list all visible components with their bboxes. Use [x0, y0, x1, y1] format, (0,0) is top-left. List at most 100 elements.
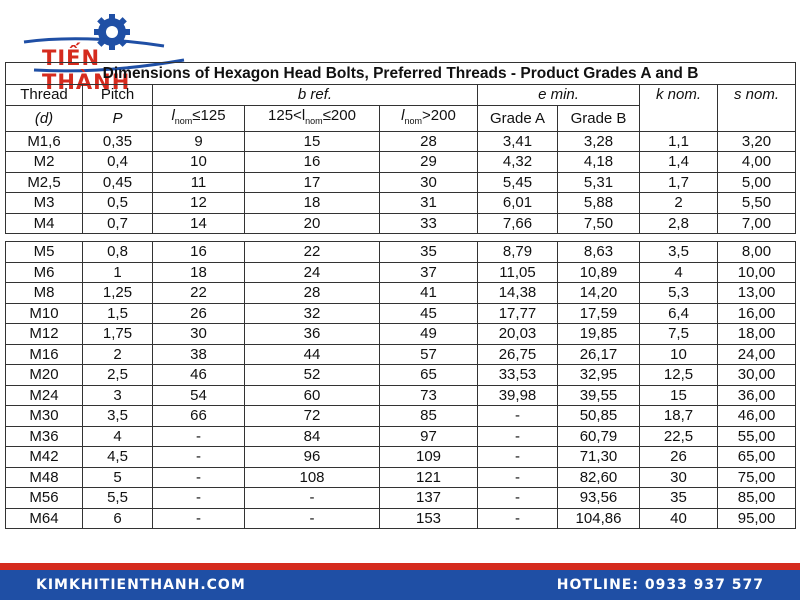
website-link[interactable]: KIMKHITIENTHANH.COM: [36, 577, 246, 593]
bolt-dimension-table: Dimensions of Hexagon Head Bolts, Prefer…: [4, 62, 797, 529]
table-row: M48 5-108 121-82,60 30 75,00: [5, 466, 797, 488]
table-cell: 50,85: [557, 405, 640, 427]
table-row: M16 2 38 44 57 26,75 26,17 10 24,00: [5, 343, 797, 365]
table-cell: 3,20: [716, 130, 797, 152]
table-cell: 16: [244, 151, 380, 173]
table-cell: -: [152, 446, 245, 468]
table-cell: 49: [379, 323, 478, 345]
table-row: M64 6- -153-104,86 40 95,00: [5, 507, 797, 529]
header-b-ref: b ref.: [152, 84, 478, 106]
table-cell: 24,00: [716, 343, 797, 365]
table-row: M56 5,5- -137-93,56 35 85,00: [5, 487, 797, 509]
table-cell: 41: [379, 282, 478, 304]
table-cell: M4: [5, 212, 83, 234]
table-cell: 26: [152, 302, 245, 324]
table-cell: 2: [639, 192, 718, 214]
table-row: M1,6 0,35 9 15 28 3,41 3,28 1,1 3,20: [5, 130, 797, 152]
table-cell: 3,28: [557, 130, 640, 152]
table-cell: 121: [379, 466, 478, 488]
table-row: M24 3 54 60 73 39,98 39,55 15 36,00: [5, 384, 797, 406]
table-cell: 54: [152, 384, 245, 406]
table-cell: 4: [82, 425, 153, 447]
table-cell: 15: [639, 384, 718, 406]
table-cell: 65,00: [716, 446, 797, 468]
table-cell: M24: [5, 384, 83, 406]
table-cell: M20: [5, 364, 83, 386]
table-cell: 0,8: [82, 241, 153, 263]
table-row: M42 4,5-96 109-71,30 26 65,00: [5, 446, 797, 468]
table-cell: 19,85: [557, 323, 640, 345]
table-cell: 3,5: [82, 405, 153, 427]
table-cell: 26: [639, 446, 718, 468]
table-cell: 10,00: [716, 261, 797, 283]
table-cell: 7,66: [477, 212, 558, 234]
table-cell: 30: [152, 323, 245, 345]
table-cell: 10,89: [557, 261, 640, 283]
table-cell: M8: [5, 282, 83, 304]
table-cell: 26,17: [557, 343, 640, 365]
table-cell: 5,50: [716, 192, 797, 214]
table-cell: -: [477, 466, 558, 488]
table-cell: -: [477, 405, 558, 427]
table-cell: 66: [152, 405, 245, 427]
table-cell: 36: [244, 323, 380, 345]
table-row: M2 0,4 10 16 29 4,32 4,18 1,4 4,00: [5, 151, 797, 173]
table-cell: 52: [244, 364, 380, 386]
table-cell: 72: [244, 405, 380, 427]
table-cell: M30: [5, 405, 83, 427]
table-cell: 8,00: [716, 241, 797, 263]
table-cell: 5,5: [82, 487, 153, 509]
table-row: M30 3,5 66 72 85-50,85 18,7 46,00: [5, 405, 797, 427]
table-cell: 11,05: [477, 261, 558, 283]
table-cell: 4,00: [716, 151, 797, 173]
table-cell: 7,50: [557, 212, 640, 234]
table-row: M10 1,5 26 32 45 17,77 17,59 6,4 16,00: [5, 302, 797, 324]
bolt-dimension-table-container: Dimensions of Hexagon Head Bolts, Prefer…: [4, 62, 797, 529]
table-cell: 85: [379, 405, 478, 427]
table-row: M8 1,25 22 28 41 14,38 14,20 5,3 13,00: [5, 282, 797, 304]
table-cell: 17,77: [477, 302, 558, 324]
table-cell: M3: [5, 192, 83, 214]
header-grade-a: Grade A: [477, 104, 558, 132]
table-cell: 6,01: [477, 192, 558, 214]
table-cell: 55,00: [716, 425, 797, 447]
table-cell: 22,5: [639, 425, 718, 447]
table-cell: M16: [5, 343, 83, 365]
table-cell: 38: [152, 343, 245, 365]
table-cell: 60: [244, 384, 380, 406]
table-row: M4 0,7 14 20 33 7,66 7,50 2,8 7,00: [5, 212, 797, 234]
table-cell: 35: [379, 241, 478, 263]
table-cell: 95,00: [716, 507, 797, 529]
table-cell: 84: [244, 425, 380, 447]
table-cell: -: [477, 487, 558, 509]
table-cell: 73: [379, 384, 478, 406]
table-cell: 3,5: [639, 241, 718, 263]
header-e-min: e min.: [477, 84, 640, 106]
table-cell: 18: [152, 261, 245, 283]
table-cell: 0,45: [82, 171, 153, 193]
footer-stripe: [0, 563, 800, 570]
table-cell: 0,5: [82, 192, 153, 214]
hotline-text[interactable]: HOTLINE: 0933 937 577: [556, 577, 764, 593]
table-cell: -: [152, 507, 245, 529]
table-cell: 30: [639, 466, 718, 488]
header-l-gt200: lnom>200: [379, 104, 478, 132]
table-cell: -: [152, 466, 245, 488]
table-cell: 137: [379, 487, 478, 509]
table-cell: -: [477, 507, 558, 529]
table-row: M36 4-84 97-60,79 22,5 55,00: [5, 425, 797, 447]
table-cell: 7,5: [639, 323, 718, 345]
table-cell: 108: [244, 466, 380, 488]
table-cell: -: [477, 425, 558, 447]
table-cell: 22: [244, 241, 380, 263]
table-cell: 5,00: [716, 171, 797, 193]
header-k-nom: k nom.: [639, 84, 718, 132]
table-cell: M1,6: [5, 130, 83, 152]
footer-bar: KIMKHITIENTHANH.COM HOTLINE: 0933 937 57…: [0, 570, 800, 600]
table-cell: 2: [82, 343, 153, 365]
table-cell: 35: [639, 487, 718, 509]
table-row: M20 2,5 46 52 65 33,53 32,95 12,5 30,00: [5, 364, 797, 386]
table-cell: M48: [5, 466, 83, 488]
table-cell: 0,4: [82, 151, 153, 173]
table-cell: 33,53: [477, 364, 558, 386]
